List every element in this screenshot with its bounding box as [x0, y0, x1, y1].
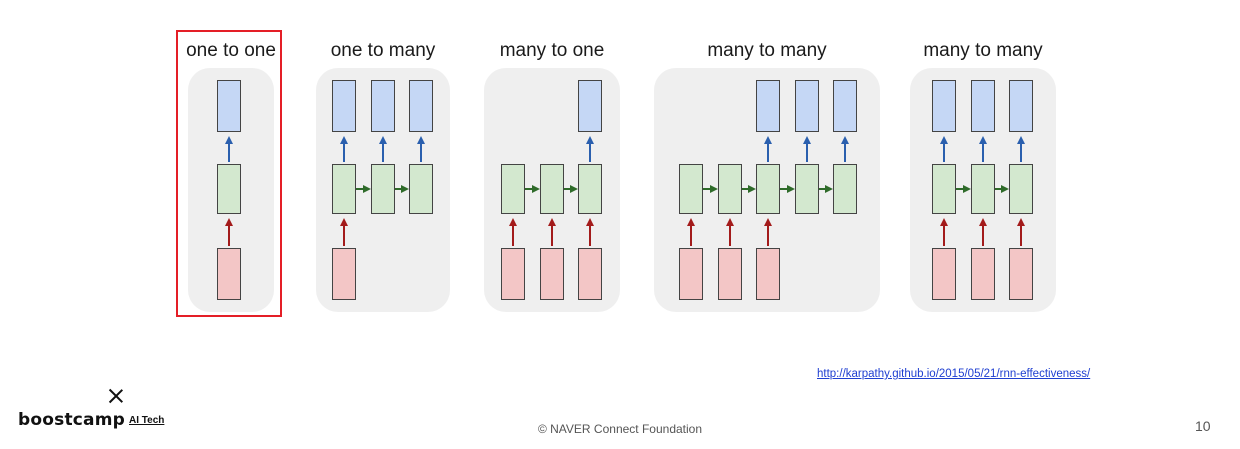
output-box: [371, 80, 395, 132]
hidden-state-box: [501, 164, 525, 214]
hidden-state-box: [332, 164, 356, 214]
output-box: [756, 80, 780, 132]
input-box: [1009, 248, 1033, 300]
panel-title: one to one: [186, 40, 276, 61]
hidden-state-box: [540, 164, 564, 214]
page-number: 10: [1195, 418, 1211, 434]
output-box: [217, 80, 241, 132]
hidden-state-box: [932, 164, 956, 214]
panel-title: many to many: [707, 40, 827, 61]
hidden-state-box: [679, 164, 703, 214]
output-box: [795, 80, 819, 132]
copyright-text: © NAVER Connect Foundation: [537, 422, 703, 436]
hidden-state-box: [1009, 164, 1033, 214]
input-box: [578, 248, 602, 300]
output-box: [409, 80, 433, 132]
hidden-state-box: [756, 164, 780, 214]
panel-title: many to many: [923, 40, 1043, 61]
hidden-state-box: [409, 164, 433, 214]
output-box: [332, 80, 356, 132]
input-box: [217, 248, 241, 300]
input-box: [540, 248, 564, 300]
hidden-state-box: [971, 164, 995, 214]
input-box: [971, 248, 995, 300]
ai-tech-logo-sub: AI Tech: [129, 415, 165, 426]
hidden-state-box: [578, 164, 602, 214]
output-box: [833, 80, 857, 132]
hidden-state-box: [795, 164, 819, 214]
boostcamp-logo: boostcamp: [18, 410, 126, 430]
output-box: [971, 80, 995, 132]
hidden-state-box: [718, 164, 742, 214]
output-box: [578, 80, 602, 132]
input-box: [756, 248, 780, 300]
panel-title: many to one: [499, 40, 605, 61]
output-box: [1009, 80, 1033, 132]
input-box: [718, 248, 742, 300]
hidden-state-box: [833, 164, 857, 214]
one-to-one-highlight-frame: [176, 30, 282, 317]
panel-title: one to many: [330, 40, 436, 61]
source-link[interactable]: http://karpathy.github.io/2015/05/21/rnn…: [817, 368, 1091, 380]
input-box: [932, 248, 956, 300]
logo-x-icon: [108, 388, 124, 404]
hidden-state-box: [371, 164, 395, 214]
input-box: [679, 248, 703, 300]
input-box: [501, 248, 525, 300]
output-box: [932, 80, 956, 132]
input-box: [332, 248, 356, 300]
hidden-state-box: [217, 164, 241, 214]
